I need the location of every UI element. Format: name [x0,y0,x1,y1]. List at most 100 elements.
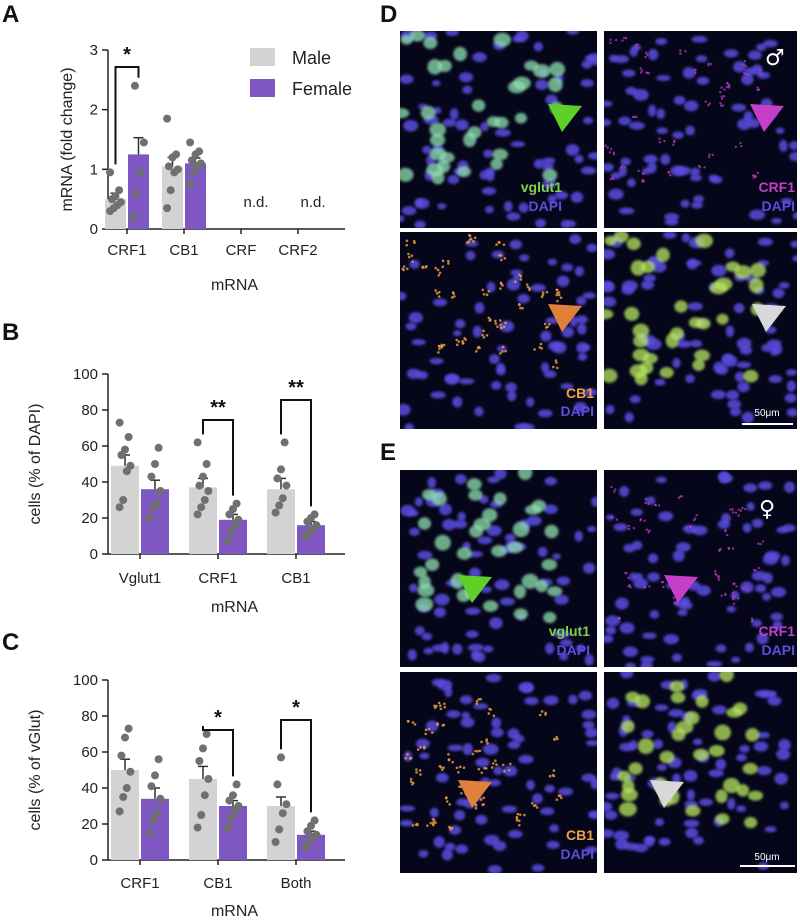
data-point [234,515,243,524]
dapi-nucleus [618,207,635,215]
signal-cell [549,61,566,77]
signal-dot [442,343,446,347]
signal-dot [438,345,441,348]
dapi-nucleus [731,103,747,112]
dapi-nucleus [675,542,691,552]
dapi-nucleus [671,653,683,662]
signal-dot [744,64,747,68]
dapi-nucleus [685,125,695,136]
signal-cell [665,332,679,349]
signal-cell [719,672,734,683]
signal-dot [413,241,416,245]
dapi-nucleus [605,792,620,800]
signal-cell [692,359,705,372]
dapi-nucleus [421,632,433,641]
signal-dot [533,348,536,351]
x-tick-label: CB1 [169,242,198,259]
signal-dot [471,752,475,756]
dapi-nucleus [532,793,543,804]
dapi-nucleus [504,533,516,543]
data-point [119,496,128,504]
signal-dot [544,326,548,329]
signal-cell [625,691,640,703]
signal-dot [540,347,544,350]
signal-cell [715,789,728,804]
dapi-nucleus [654,704,669,712]
data-point [115,503,124,512]
data-point [310,510,319,519]
dapi-nucleus [619,622,635,634]
dapi-nucleus [604,296,617,307]
signal-dot [708,155,711,159]
dapi-nucleus [641,280,655,290]
dapi-nucleus [460,717,475,728]
data-point [187,156,196,165]
signal-dot [498,352,502,355]
signal-dot [739,509,743,512]
label-dapi-d2: DAPI [762,198,795,214]
signal-dot [469,237,473,241]
signal-dot [640,69,644,72]
dapi-nucleus [486,525,502,537]
dapi-nucleus [725,325,735,338]
dapi-nucleus [706,660,723,667]
dapi-nucleus [552,553,561,560]
signal-dot [732,582,735,586]
signal-dot [498,319,502,322]
signal-dot [698,166,702,169]
dapi-nucleus [519,254,530,262]
dapi-nucleus [762,39,778,48]
dapi-nucleus [543,504,558,515]
data-point [199,472,207,481]
signal-dot [434,289,437,292]
signal-dot [559,794,562,798]
signal-dot [644,497,647,501]
data-point [132,189,141,198]
dapi-nucleus [487,865,502,873]
dapi-nucleus [517,293,530,304]
signal-cell [456,166,472,178]
dapi-nucleus [453,330,462,337]
signal-dot [727,83,731,87]
signal-dot [555,798,559,801]
signal-dot [692,519,696,522]
significance-bracket [202,419,234,496]
data-point [202,730,211,738]
dapi-nucleus [400,291,407,301]
signal-dot [495,763,498,766]
dapi-nucleus [575,315,588,324]
dapi-nucleus [672,549,685,562]
dapi-nucleus [473,703,489,710]
dapi-nucleus [581,709,597,720]
dapi-nucleus [429,357,444,365]
dapi-nucleus [581,773,597,782]
dapi-nucleus [544,476,557,486]
signal-dot [443,702,446,706]
signal-dot [438,347,441,351]
dapi-nucleus [449,108,459,120]
signal-dot [732,591,735,595]
dapi-nucleus [736,805,747,813]
dapi-nucleus [608,188,624,200]
dapi-nucleus [742,523,752,533]
dapi-nucleus [459,695,473,705]
signal-dot [759,542,762,546]
dapi-nucleus [691,35,708,43]
signal-dot [426,824,429,827]
signal-dot [501,763,505,767]
dapi-nucleus [664,218,679,226]
dapi-nucleus [736,753,747,762]
dapi-nucleus [731,656,741,663]
dapi-nucleus [643,154,658,164]
signal-dot [447,262,450,265]
dapi-nucleus [561,263,574,272]
signal-dot [708,102,711,105]
signal-cell [671,728,686,742]
dapi-nucleus [540,330,552,342]
signal-dot [694,68,697,72]
signal-cell [725,261,740,272]
signal-dot [437,701,441,705]
y-tick-label: 60 [81,744,98,761]
signal-cell [400,167,414,182]
scale-label-d: 50μm [754,408,779,419]
